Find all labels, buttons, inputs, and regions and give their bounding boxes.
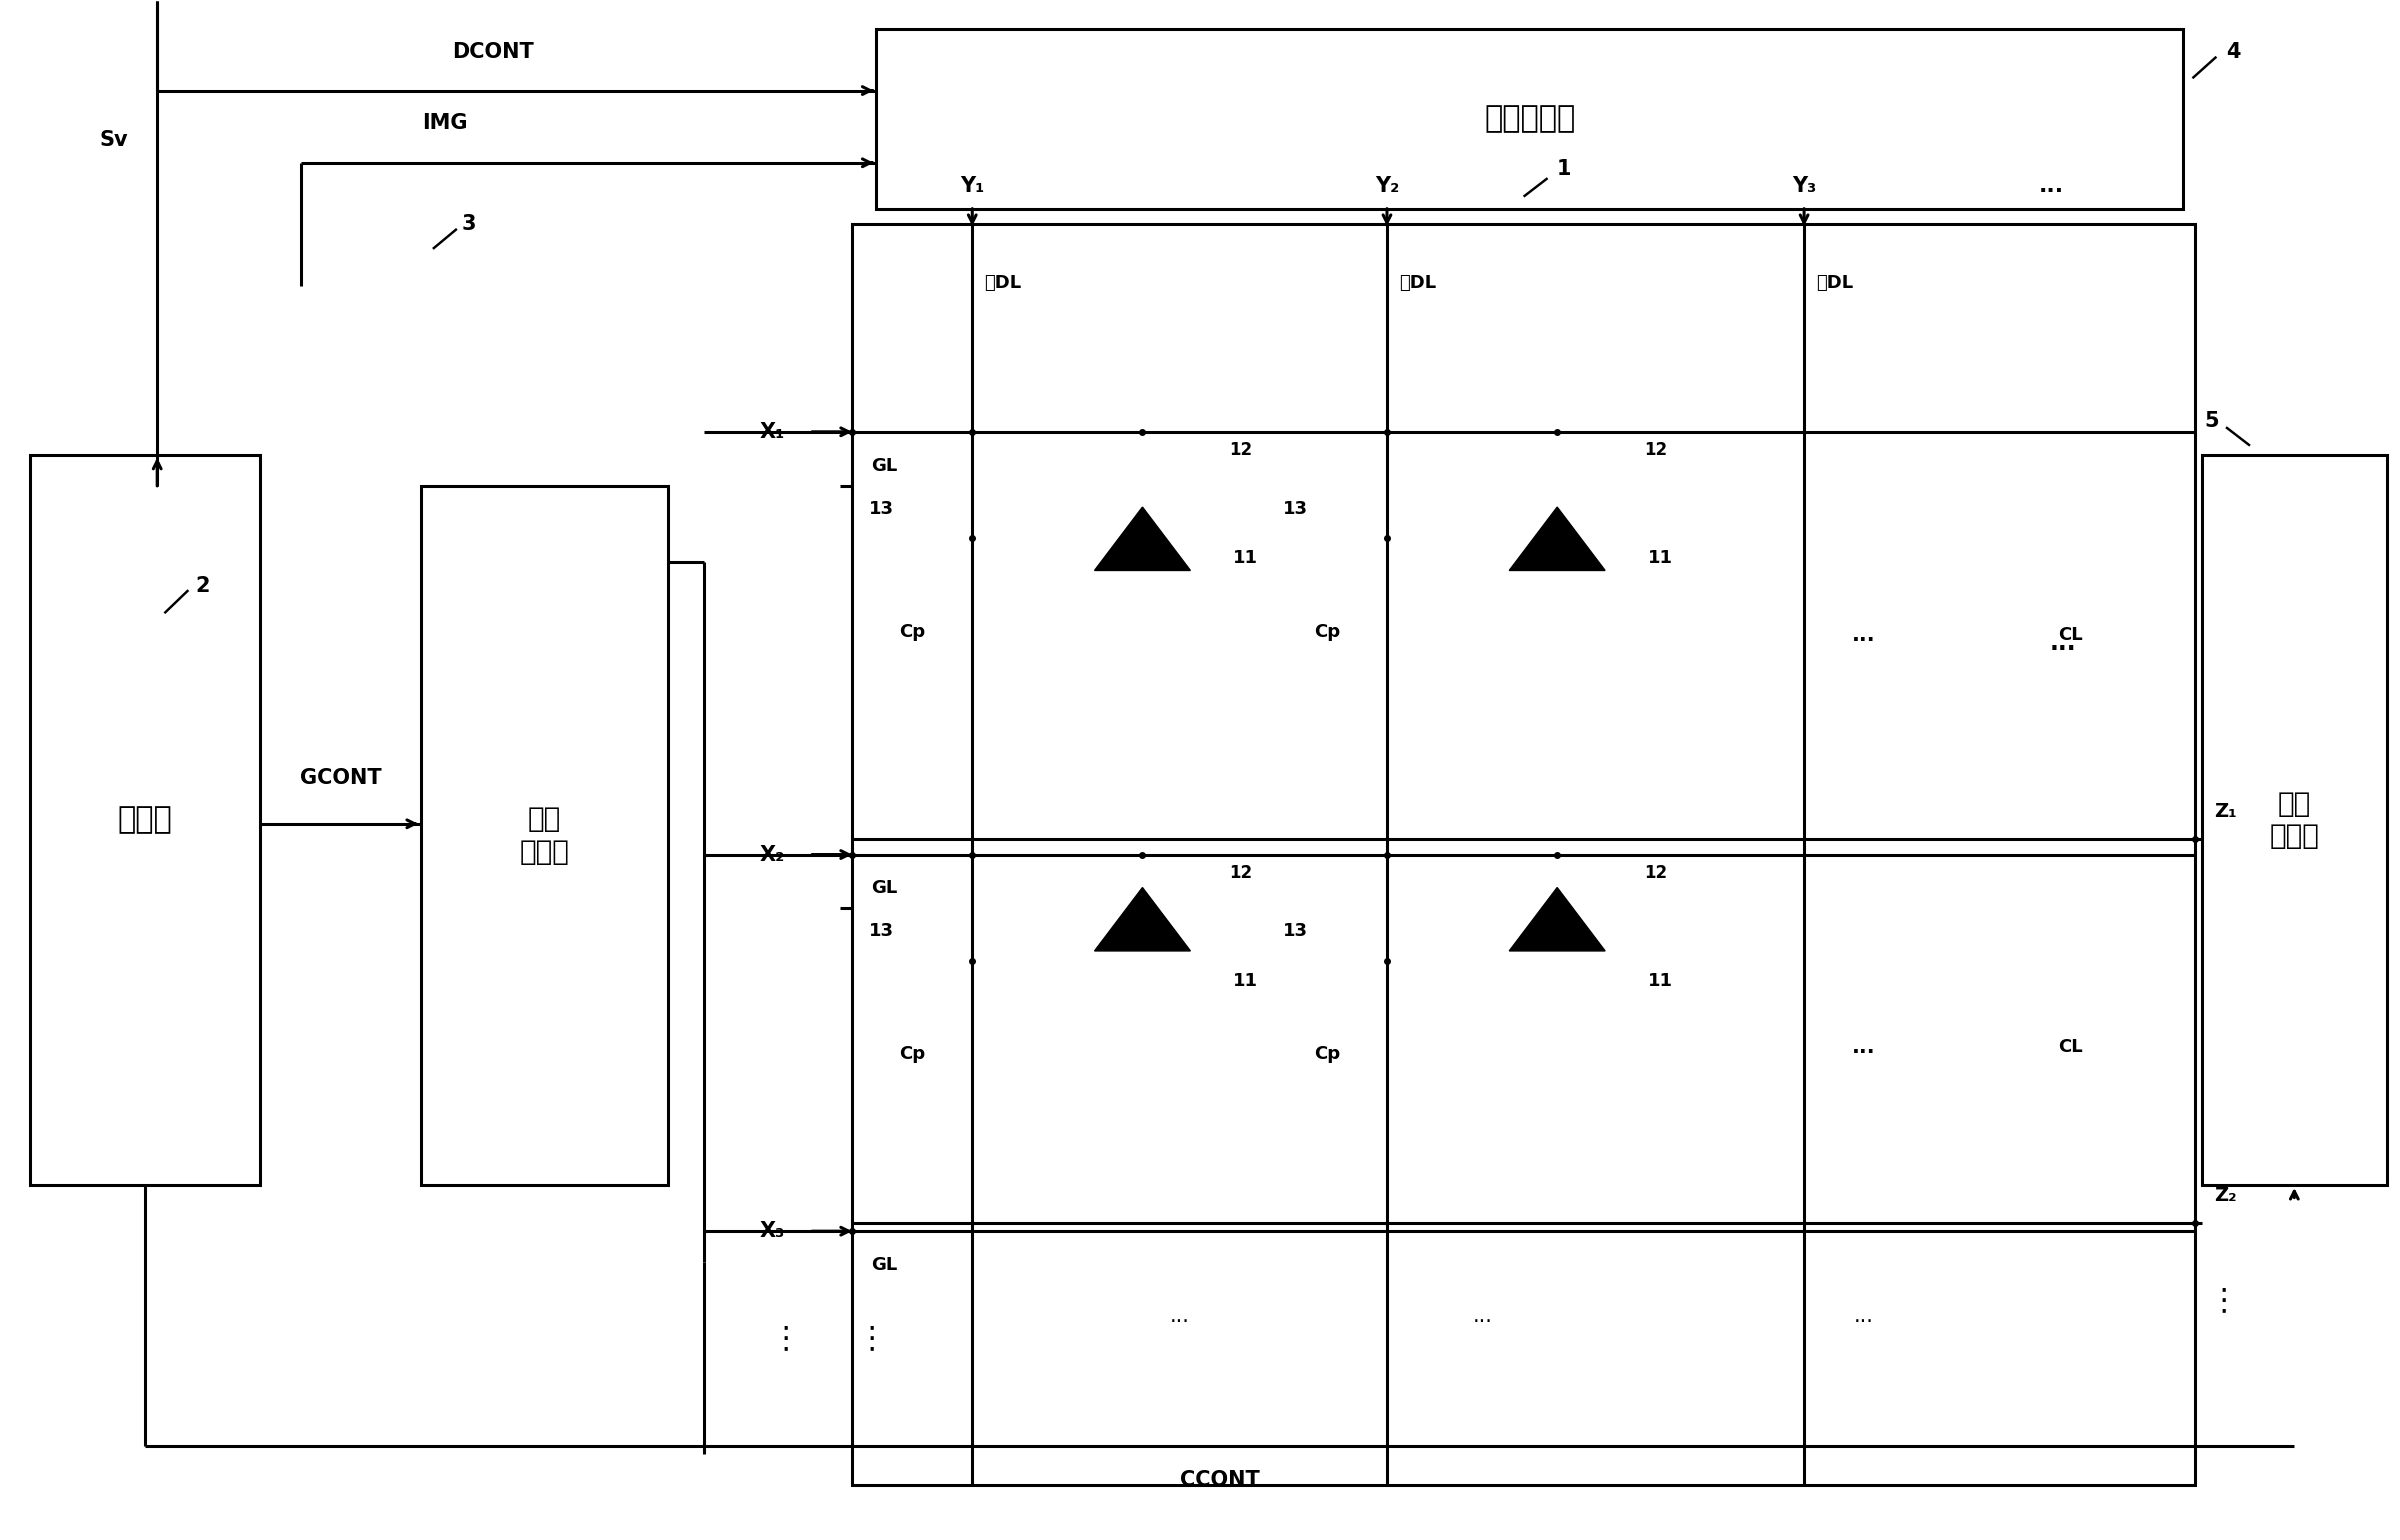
Text: Y₃: Y₃ bbox=[1793, 176, 1817, 196]
Text: 控制器: 控制器 bbox=[118, 805, 173, 835]
Text: 11: 11 bbox=[1649, 548, 1673, 567]
Text: 4: 4 bbox=[2227, 42, 2242, 62]
Text: 5: 5 bbox=[2203, 411, 2220, 431]
Bar bbox=[31, 454, 259, 1186]
Text: GL: GL bbox=[871, 1257, 898, 1274]
Text: ...: ... bbox=[1474, 1306, 1493, 1326]
Text: ...: ... bbox=[1855, 1306, 1874, 1326]
Bar bbox=[852, 225, 2196, 1485]
Text: Sv: Sv bbox=[101, 129, 130, 149]
Text: 12: 12 bbox=[1644, 864, 1668, 882]
Text: GL: GL bbox=[871, 879, 898, 898]
Text: 13: 13 bbox=[1284, 922, 1308, 941]
Text: 3: 3 bbox=[461, 214, 475, 234]
Bar bbox=[2203, 454, 2386, 1186]
Text: 11: 11 bbox=[1234, 972, 1258, 990]
Text: CL: CL bbox=[2057, 627, 2083, 645]
Text: CCONT: CCONT bbox=[1181, 1471, 1260, 1491]
Text: GL: GL bbox=[871, 457, 898, 474]
Text: 居极
激励器: 居极 激励器 bbox=[518, 805, 569, 865]
Polygon shape bbox=[1510, 887, 1606, 950]
Text: Y₂: Y₂ bbox=[1375, 176, 1399, 196]
Text: 12: 12 bbox=[1644, 442, 1668, 459]
Text: ～DL: ～DL bbox=[1817, 274, 1853, 291]
Text: ⋮: ⋮ bbox=[770, 1324, 802, 1354]
Text: 漏极激励器: 漏极激励器 bbox=[1483, 105, 1574, 134]
Text: 2: 2 bbox=[194, 576, 211, 596]
Text: Cp: Cp bbox=[1313, 1046, 1339, 1064]
Text: X₁: X₁ bbox=[761, 422, 785, 442]
Text: Cp: Cp bbox=[900, 622, 926, 641]
Text: 11: 11 bbox=[1649, 972, 1673, 990]
Polygon shape bbox=[1094, 507, 1190, 570]
Text: 13: 13 bbox=[869, 922, 893, 941]
Bar bbox=[420, 485, 667, 1186]
Text: Y₁: Y₁ bbox=[960, 176, 984, 196]
Text: X₂: X₂ bbox=[761, 844, 785, 864]
Text: Z₁: Z₁ bbox=[2215, 802, 2237, 821]
Text: ⋮: ⋮ bbox=[2208, 1286, 2239, 1315]
Text: 13: 13 bbox=[1284, 499, 1308, 517]
Text: ～DL: ～DL bbox=[984, 274, 1022, 291]
Text: ...: ... bbox=[1169, 1306, 1190, 1326]
Text: ～DL: ～DL bbox=[1399, 274, 1435, 291]
Text: ...: ... bbox=[2038, 176, 2064, 196]
Text: 公共
激励器: 公共 激励器 bbox=[2270, 790, 2318, 850]
Text: IMG: IMG bbox=[422, 112, 468, 132]
Text: ...: ... bbox=[1853, 1036, 1877, 1056]
Polygon shape bbox=[1094, 887, 1190, 950]
Text: 13: 13 bbox=[869, 499, 893, 517]
Text: ...: ... bbox=[2050, 631, 2076, 654]
Text: 1: 1 bbox=[1558, 159, 1572, 179]
Text: GCONT: GCONT bbox=[300, 767, 382, 787]
Text: 12: 12 bbox=[1229, 442, 1253, 459]
Text: Z₂: Z₂ bbox=[2215, 1186, 2237, 1206]
Text: Cp: Cp bbox=[1313, 622, 1339, 641]
Bar bbox=[876, 29, 2184, 209]
Text: X₃: X₃ bbox=[761, 1221, 785, 1241]
Text: 12: 12 bbox=[1229, 864, 1253, 882]
Text: ⋮: ⋮ bbox=[857, 1324, 888, 1354]
Text: CL: CL bbox=[2057, 1038, 2083, 1056]
Polygon shape bbox=[1510, 507, 1606, 570]
Text: Cp: Cp bbox=[900, 1046, 926, 1064]
Text: ...: ... bbox=[1853, 625, 1877, 645]
Text: DCONT: DCONT bbox=[451, 42, 533, 62]
Text: 11: 11 bbox=[1234, 548, 1258, 567]
